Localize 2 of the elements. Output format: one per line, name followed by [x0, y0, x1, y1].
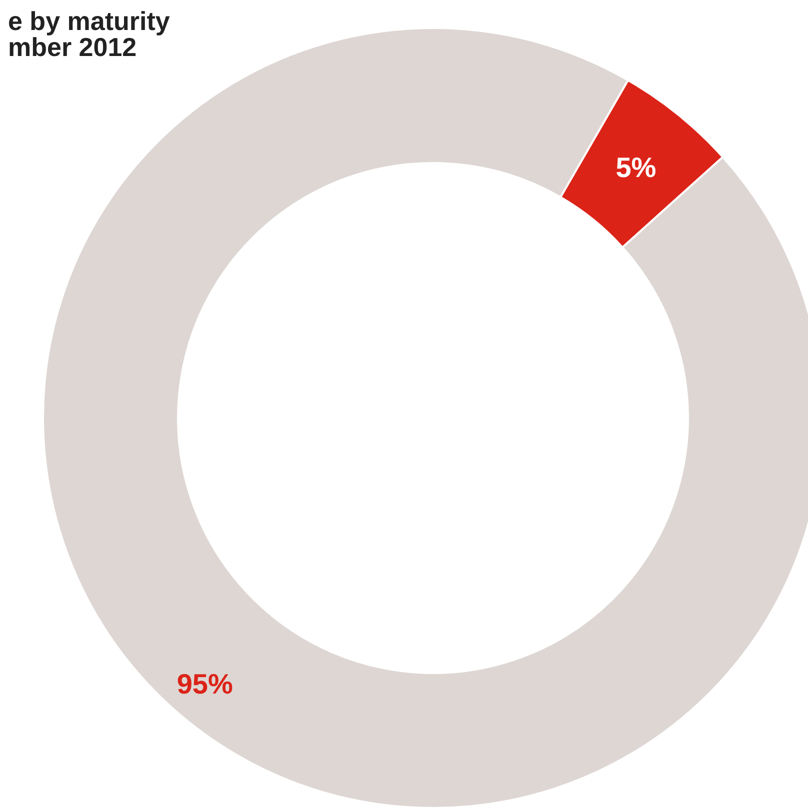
data-label: 5%	[616, 152, 656, 183]
data-label: 95%	[176, 668, 233, 700]
